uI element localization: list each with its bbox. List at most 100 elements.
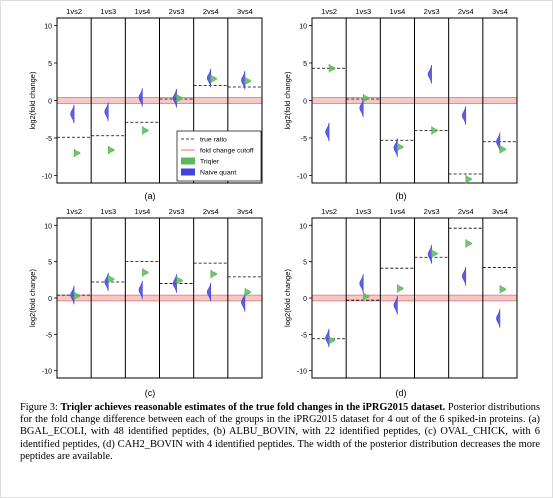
triqler-violin (107, 145, 115, 155)
triqler-violin (362, 292, 370, 301)
triqler-violin (244, 287, 252, 297)
y-tick-label: 5 (48, 61, 52, 68)
y-tick-label: 10 (299, 223, 307, 230)
y-tick-label: 0 (303, 99, 307, 106)
category-label: 2vs3 (424, 207, 440, 216)
category-label: 1vs2 (66, 207, 82, 216)
category-label: 1vs3 (355, 7, 371, 16)
naive-quant-violin (427, 64, 432, 84)
triqler-violin (142, 126, 149, 135)
category-label: 3vs4 (237, 7, 253, 16)
naive-quant-violin (138, 280, 143, 300)
triqler-violin (499, 144, 507, 154)
triqler-violin (362, 93, 370, 103)
y-tick-label: -5 (46, 332, 52, 339)
triqler-violin (397, 142, 404, 152)
figure-grid: -10 -5 0 5 10 log2(fold change) 1vs2 1vs3 1vs4 2v… (28, 7, 518, 398)
y-tick-label: 10 (299, 24, 307, 31)
triqler-violin (142, 268, 149, 277)
naive-quant-violin (325, 328, 330, 348)
naive-quant-violin (172, 88, 177, 108)
category-label: 3vs4 (492, 7, 508, 16)
naive-quant-violin (104, 102, 109, 122)
category-label: 3vs4 (492, 207, 508, 216)
triqler-violin (176, 93, 183, 103)
chart-panel-4: -10 -5 0 5 10 log2(fold change) 1vs2 1vs3 1vs4 2v… (283, 207, 518, 398)
category-label: 2vs4 (458, 207, 474, 216)
naive-quant-violin (206, 68, 212, 88)
triqler-violin (73, 148, 81, 158)
naive-quant-violin (496, 309, 501, 328)
y-tick-label: 10 (44, 24, 52, 31)
triqler-violin (328, 63, 336, 73)
category-label: 2vs3 (169, 7, 185, 16)
naive-quant-violin (325, 122, 330, 142)
y-axis-label: log2(fold change) (28, 269, 37, 327)
triqler-violin (176, 276, 183, 285)
category-label: 1vs4 (389, 7, 405, 16)
category-label: 2vs4 (203, 207, 219, 216)
category-label: 1vs3 (355, 207, 371, 216)
legend-naive-swatch (181, 168, 195, 176)
category-label: 2vs3 (169, 207, 185, 216)
category-label: 1vs2 (321, 7, 337, 16)
naive-quant-violin (461, 266, 467, 286)
legend-label: Triqler (200, 159, 220, 166)
y-tick-label: 0 (303, 296, 307, 303)
y-tick-label: -10 (42, 369, 52, 376)
y-tick-label: 10 (44, 223, 52, 230)
triqler-violin (210, 269, 218, 279)
naive-quant-violin (70, 285, 75, 305)
legend-triqler-swatch (181, 157, 195, 165)
triqler-violin (465, 174, 473, 184)
triqler-violin (397, 284, 404, 293)
naive-quant-violin (359, 98, 364, 118)
naive-quant-violin (70, 104, 75, 124)
chart-panel-1: -10 -5 0 5 10 log2(fold change) 1vs2 1vs3 1vs4 2v… (28, 7, 263, 201)
triqler-violin (328, 335, 336, 345)
naive-quant-violin (206, 282, 212, 302)
y-tick-label: -5 (46, 136, 52, 143)
triqler-violin (431, 249, 438, 258)
naive-quant-violin (359, 274, 364, 293)
chart-panel-3: -10 -5 0 5 10 log2(fold change) 1vs2 1vs3 1vs4 2v… (28, 207, 263, 398)
triqler-violin (465, 239, 473, 248)
category-label: 1vs4 (134, 207, 150, 216)
panel-label: (c) (145, 388, 156, 398)
caption-prefix: Figure 3: (20, 402, 61, 413)
y-axis-label: log2(fold change) (283, 269, 292, 327)
y-tick-label: 5 (303, 260, 307, 267)
naive-quant-violin (393, 295, 398, 315)
y-tick-label: -10 (297, 174, 307, 181)
naive-quant-violin (172, 274, 177, 293)
y-tick-label: 0 (48, 99, 52, 106)
category-label: 1vs4 (134, 7, 150, 16)
caption-text: Posterior distributions for the fold cha… (20, 402, 541, 462)
legend-label: Naive quant (200, 170, 236, 177)
category-label: 2vs4 (458, 7, 474, 16)
y-axis-label: log2(fold change) (283, 71, 292, 129)
category-label: 1vs3 (100, 207, 116, 216)
naive-quant-violin (393, 138, 398, 158)
panel-label: (a) (145, 191, 156, 201)
triqler-violin (73, 291, 81, 301)
chart-panel-2: -10 -5 0 5 10 log2(fold change) 1vs2 1vs3 1vs4 2v… (283, 7, 518, 201)
panel-label: (b) (396, 191, 407, 201)
legend-label: true ratio (200, 137, 227, 144)
naive-quant-violin (496, 132, 501, 152)
naive-quant-violin (241, 70, 246, 90)
category-label: 2vs4 (203, 7, 219, 16)
legend-label: fold change cutoff (200, 148, 254, 155)
figure-caption: Figure 3: Triqler achieves reasonable es… (20, 402, 540, 463)
naive-quant-violin (461, 106, 467, 125)
triqler-violin (431, 126, 438, 135)
naive-quant-violin (138, 88, 143, 107)
category-label: 1vs2 (66, 7, 82, 16)
y-tick-label: -5 (301, 332, 307, 339)
y-tick-label: 5 (48, 260, 52, 267)
triqler-violin (210, 74, 218, 84)
triqler-violin (244, 76, 252, 86)
y-tick-label: -10 (297, 369, 307, 376)
panel-label: (d) (396, 388, 407, 398)
y-tick-label: -5 (301, 136, 307, 143)
